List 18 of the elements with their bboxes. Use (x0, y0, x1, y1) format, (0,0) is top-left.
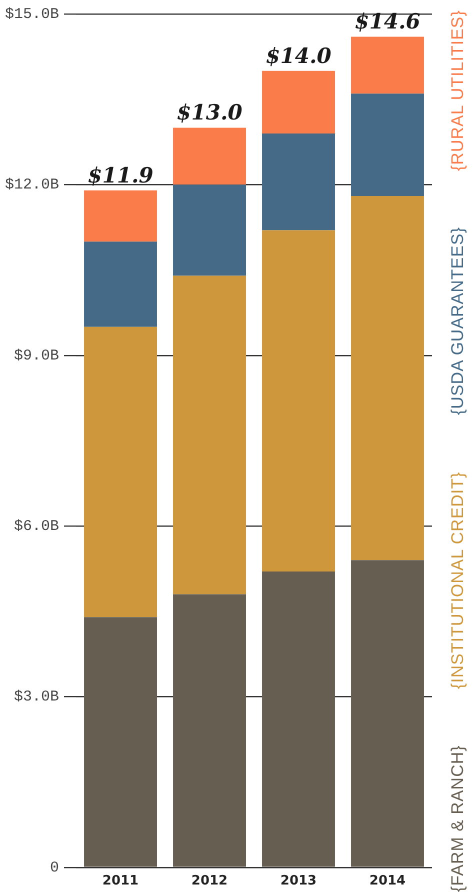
text: {USDA GUARANTEES} (448, 227, 468, 416)
x-tick-label: 2014 (369, 874, 406, 889)
x-tick-label: 2012 (191, 874, 228, 889)
total-label: $14.6 (354, 8, 421, 34)
total-label: $14.0 (266, 42, 332, 68)
y-tick-label: 0 (50, 859, 60, 876)
total-label: $11.9 (88, 162, 154, 188)
y-tick-label: $3.0B (14, 688, 60, 706)
y-tick-label: $12.0B (4, 176, 60, 194)
total-label: $13.0 (176, 100, 243, 125)
y-tick-label: $9.0B (14, 347, 60, 364)
y-tick-label: $6.0B (14, 518, 60, 536)
text: {RURAL UTILITIES} (448, 10, 468, 171)
x-tick-label: 2013 (280, 874, 317, 889)
text: {FARM & RANCH} (448, 745, 468, 892)
text: {INSTITUTIONAL CREDIT} (448, 472, 468, 689)
y-tick-label: $15.0B (4, 6, 60, 23)
x-tick-label: 2011 (102, 874, 139, 889)
